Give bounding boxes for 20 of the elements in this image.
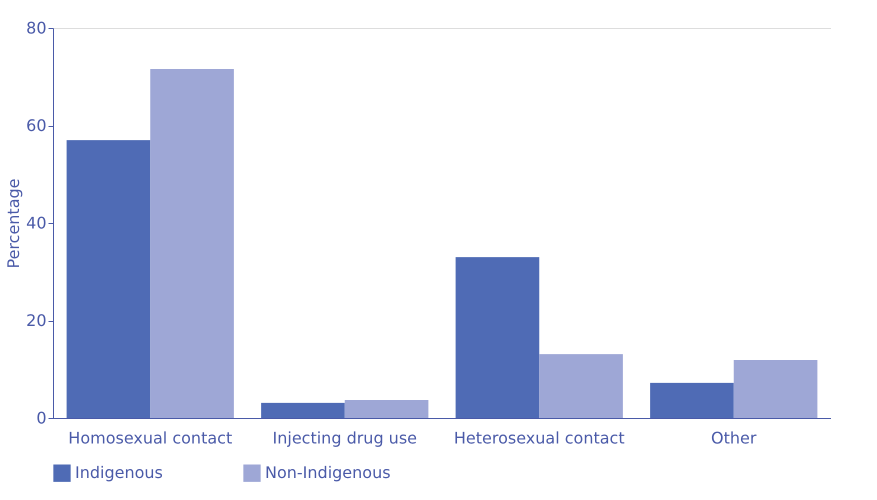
bar xyxy=(734,360,818,418)
bar xyxy=(650,382,734,418)
y-tick-label: 80 xyxy=(26,18,46,38)
y-tick-label: 60 xyxy=(26,116,46,135)
x-tick-label: Injecting drug use xyxy=(272,428,417,448)
bar xyxy=(261,402,345,418)
y-tick-label: 20 xyxy=(26,311,46,330)
legend-label: Indigenous xyxy=(75,463,163,482)
x-tick-label: Homosexual contact xyxy=(68,428,232,448)
y-axis-title: Percentage xyxy=(4,178,24,269)
bar xyxy=(539,354,623,418)
bar xyxy=(456,257,540,418)
bar xyxy=(150,68,234,418)
x-tick-label: Other xyxy=(711,428,757,448)
bar xyxy=(344,400,428,418)
y-tick-label: 0 xyxy=(36,408,46,428)
legend-label: Non-Indigenous xyxy=(265,463,391,482)
y-tick-label: 40 xyxy=(26,214,46,232)
bar xyxy=(66,140,150,418)
x-tick-label: Heterosexual contact xyxy=(454,428,625,448)
